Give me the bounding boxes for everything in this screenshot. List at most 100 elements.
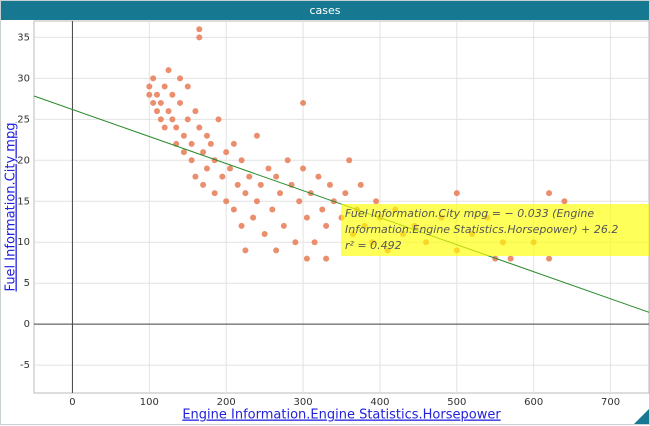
- point: [165, 67, 172, 74]
- point: [188, 157, 195, 164]
- y-tick-label: 25: [17, 114, 30, 125]
- point: [219, 173, 226, 180]
- point: [242, 247, 249, 254]
- x-axis-title: Engine Information.Engine Statistics.Hor…: [182, 408, 501, 423]
- point: [300, 99, 307, 106]
- y-tick-label: 30: [17, 73, 30, 84]
- point: [203, 165, 210, 172]
- point: [154, 91, 160, 98]
- r-squared: r² = 0.492: [345, 239, 402, 252]
- window-title[interactable]: cases: [1, 1, 649, 20]
- point: [180, 149, 187, 156]
- point: [196, 26, 203, 33]
- x-tick-label: 200: [217, 397, 236, 408]
- point: [296, 198, 303, 205]
- point: [238, 157, 245, 164]
- point: [373, 198, 380, 205]
- x-tick-label: 400: [370, 397, 389, 408]
- point: [253, 132, 260, 139]
- point: [227, 165, 234, 172]
- point: [161, 83, 168, 90]
- point: [346, 157, 353, 164]
- x-tick-label: 100: [140, 397, 159, 408]
- point: [165, 108, 172, 115]
- point: [342, 190, 349, 197]
- point: [211, 190, 218, 197]
- y-tick-label: 20: [17, 155, 30, 166]
- point: [223, 198, 230, 205]
- point: [273, 247, 280, 254]
- resize-handle: [634, 409, 649, 424]
- point: [192, 108, 199, 115]
- y-tick-label: 5: [24, 278, 30, 289]
- point: [253, 198, 260, 205]
- x-tick-label: 300: [294, 397, 313, 408]
- point: [546, 255, 553, 262]
- point: [215, 116, 222, 123]
- point: [250, 214, 257, 221]
- y-axis-title: Fuel Information.City mpg: [4, 123, 19, 292]
- point: [311, 239, 318, 246]
- equation: Fuel Information.City mpg = − 0.033 (Eng…: [345, 207, 619, 236]
- point: [154, 108, 160, 115]
- point: [269, 206, 276, 213]
- point: [323, 222, 330, 229]
- point: [157, 99, 164, 106]
- y-tick-label: 15: [17, 196, 30, 207]
- point: [196, 34, 203, 41]
- point: [242, 190, 249, 197]
- point: [561, 198, 568, 205]
- point: [300, 165, 307, 172]
- point: [303, 255, 310, 262]
- point: [265, 165, 272, 172]
- point: [234, 181, 241, 188]
- point: [280, 222, 287, 229]
- point: [150, 75, 157, 82]
- point: [203, 132, 210, 139]
- point: [238, 222, 245, 229]
- point: [257, 181, 264, 188]
- x-tick-label: 500: [447, 397, 466, 408]
- point: [146, 83, 153, 90]
- point: [507, 255, 514, 262]
- x-tick-label: 700: [601, 397, 620, 408]
- point: [292, 239, 299, 246]
- point: [207, 140, 214, 147]
- point: [546, 190, 553, 197]
- point: [173, 124, 180, 131]
- point: [273, 173, 280, 180]
- y-tick-label: 35: [17, 32, 30, 43]
- point: [326, 181, 333, 188]
- point: [177, 75, 184, 82]
- point: [150, 99, 157, 106]
- point: [169, 91, 176, 98]
- point: [223, 149, 230, 156]
- point: [284, 157, 291, 164]
- point: [180, 132, 187, 139]
- y-tick-label: 0: [24, 319, 30, 330]
- point: [177, 99, 184, 106]
- point: [319, 206, 326, 213]
- point: [184, 83, 191, 90]
- point: [303, 214, 310, 221]
- point: [184, 116, 191, 123]
- x-tick-label: 0: [69, 397, 75, 408]
- point: [230, 140, 237, 147]
- point: [161, 124, 168, 131]
- y-tick-label: -5: [20, 360, 30, 371]
- point: [246, 173, 253, 180]
- point: [200, 149, 207, 156]
- x-tick-label: 600: [524, 397, 543, 408]
- point: [200, 181, 207, 188]
- trendline-annotation: Fuel Information.City mpg = − 0.033 (Eng…: [341, 204, 649, 256]
- point: [188, 140, 195, 147]
- point: [196, 124, 203, 131]
- point: [453, 190, 460, 197]
- point: [261, 231, 268, 238]
- point: [323, 255, 330, 262]
- point: [277, 190, 283, 197]
- point: [230, 206, 237, 213]
- point: [192, 173, 199, 180]
- point: [146, 91, 153, 98]
